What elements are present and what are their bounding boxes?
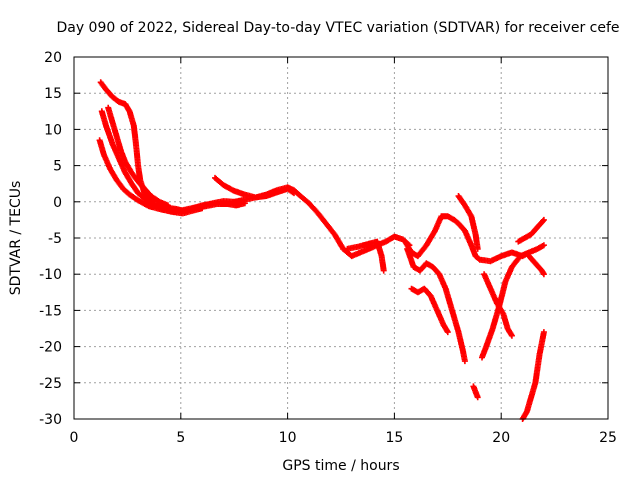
- series-track-k: [470, 383, 481, 401]
- grid: [74, 57, 608, 419]
- y-axis-label: SDTVAR / TECUs: [8, 181, 24, 296]
- x-axis-label: GPS time / hours: [282, 458, 399, 474]
- y-tick-label: -5: [48, 231, 62, 247]
- series-track-c: [96, 137, 206, 217]
- series-track-d: [212, 174, 297, 201]
- series-track-i: [408, 285, 451, 336]
- data-point: [508, 332, 515, 339]
- series-track-p: [519, 329, 547, 422]
- axis-ticks: [73, 56, 609, 420]
- data-point: [444, 329, 451, 336]
- chart-title: Day 090 of 2022, Sidereal Day-to-day VTE…: [56, 20, 619, 36]
- data-point: [380, 267, 387, 274]
- y-tick-label: 10: [44, 122, 62, 138]
- x-tick-label: 10: [279, 430, 297, 446]
- data-point: [165, 202, 171, 209]
- y-tick-labels: 20 15 10 5 0 -5 -10 -15 -20 -25 -30: [39, 50, 62, 428]
- y-tick-label: 5: [53, 159, 62, 175]
- data-point: [474, 245, 481, 252]
- x-tick-label: 25: [599, 430, 617, 446]
- data-point: [474, 394, 481, 401]
- y-tick-label: 0: [53, 195, 62, 211]
- data-point: [540, 242, 547, 249]
- data-point: [461, 358, 468, 365]
- data-point: [291, 190, 297, 197]
- x-tick-label: 20: [492, 430, 510, 446]
- y-tick-label: -30: [39, 412, 62, 428]
- series-track-a: [97, 79, 413, 260]
- series-track-g: [402, 213, 532, 265]
- x-tick-label: 15: [385, 430, 403, 446]
- series-track-f: [344, 238, 387, 274]
- y-tick-label: -20: [39, 340, 62, 356]
- series-track-j: [455, 193, 481, 252]
- data-point: [241, 200, 248, 207]
- series-track-m: [479, 242, 547, 361]
- x-tick-labels: 0 5 10 15 20 25: [70, 430, 617, 446]
- data-point: [540, 216, 547, 223]
- data-points: [96, 79, 547, 422]
- x-tick-label: 0: [70, 430, 79, 446]
- data-point: [540, 329, 547, 336]
- y-tick-label: -10: [39, 267, 62, 283]
- series-track-e: [105, 104, 171, 209]
- x-tick-label: 5: [176, 430, 185, 446]
- data-point: [540, 217, 546, 224]
- y-tick-label: 15: [44, 86, 62, 102]
- series-track-n: [515, 216, 547, 245]
- series-track-o: [526, 253, 547, 278]
- data-point: [199, 205, 206, 212]
- data-point: [540, 271, 547, 278]
- y-tick-label: 20: [44, 50, 62, 66]
- y-tick-label: -25: [39, 376, 62, 392]
- series-track-h: [404, 245, 468, 365]
- y-tick-label: -15: [39, 303, 62, 319]
